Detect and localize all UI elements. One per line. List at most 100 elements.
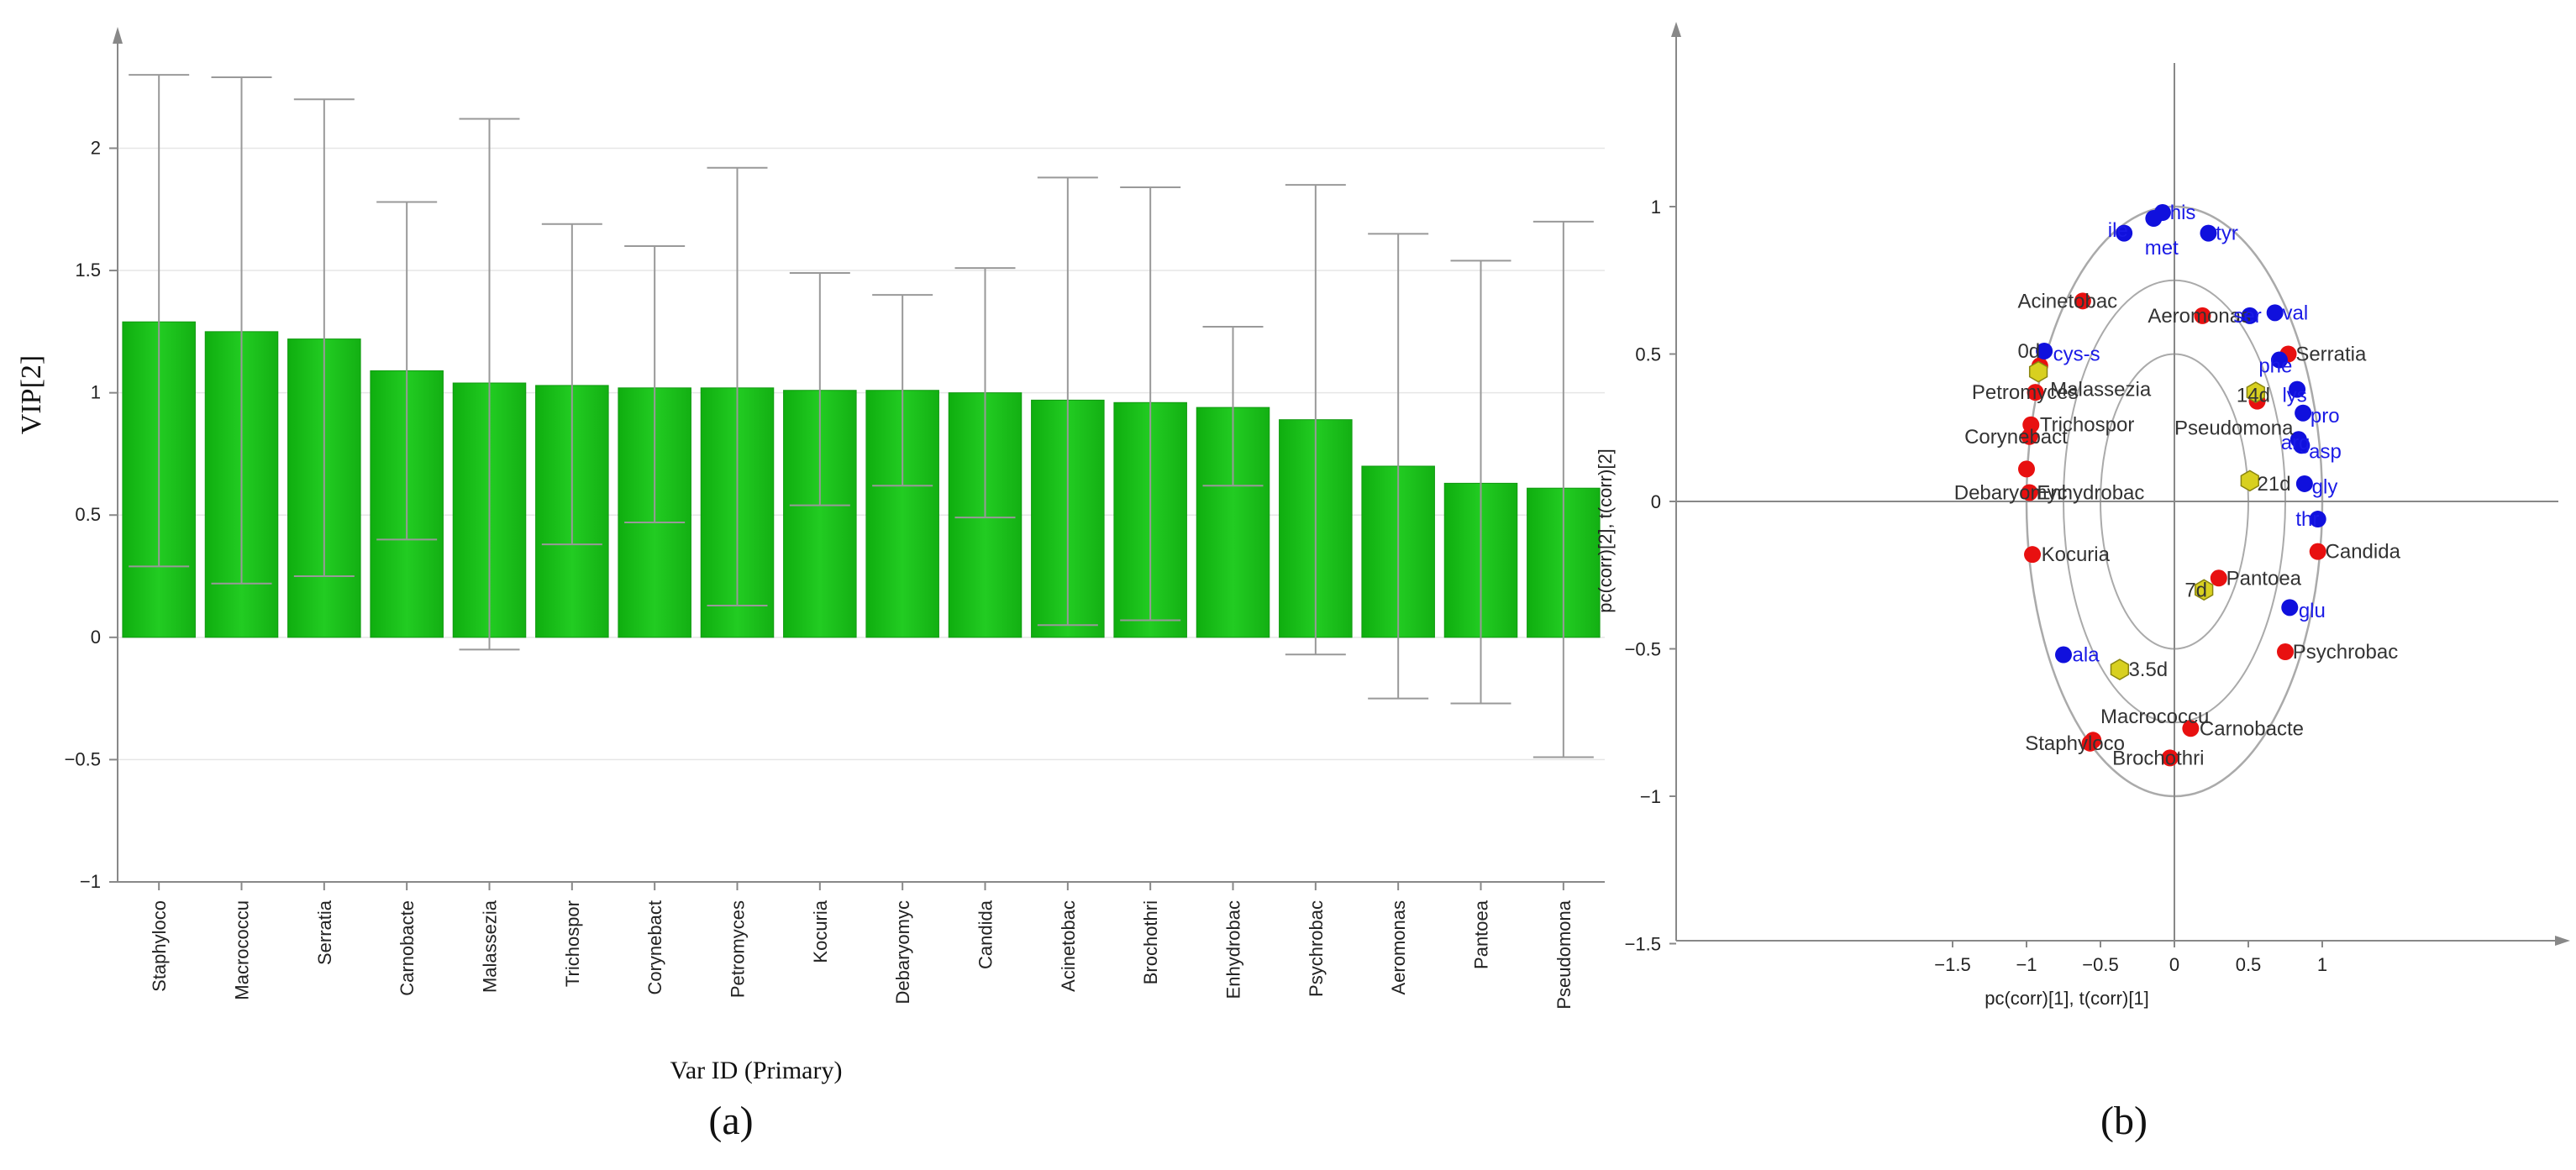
species-label-petromyces: Petromyces (1972, 381, 2079, 404)
vip-y-axis-arrow (113, 27, 123, 44)
score-plot-y-tick-label: −1 (1640, 786, 1661, 807)
amino-label-asp: asp (2309, 440, 2342, 463)
score-plot-x-axis-arrow (2555, 936, 2570, 946)
species-label-staphyloco: Staphyloco (2025, 732, 2125, 755)
species-label-aeromonas: Aeromonas (2148, 305, 2251, 328)
vip-x-tick-label: Candida (975, 900, 996, 969)
vip-y-axis-label: VIP[2] (16, 355, 47, 434)
species-label-carnobacte: Carnobacte (2200, 717, 2304, 740)
amino-acid-point-val (2266, 304, 2284, 322)
time-label-21d: 21d (2258, 473, 2291, 496)
species-label-acinetobac: Acinetobac (2017, 290, 2117, 312)
time-point-21d (2240, 470, 2259, 492)
vip-y-tick-label: −1 (80, 871, 101, 892)
amino-acid-point-ile (2116, 224, 2133, 242)
time-label-7d: 7d (2184, 579, 2207, 601)
amino-acid-point-ala (2055, 646, 2072, 664)
amino-label-val: val (2282, 302, 2308, 324)
vip-x-tick-label: Malassezia (480, 900, 501, 993)
amino-label-met: met (2145, 237, 2179, 260)
species-point-petromyces (2027, 384, 2044, 401)
vip-error-bars (129, 74, 1594, 758)
score-plot-y-tick-label: −0.5 (1625, 639, 1661, 660)
score-plot-y-tick-label: 1 (1651, 197, 1661, 218)
amino-acid-point-lys (2289, 380, 2306, 398)
vip-x-tick-label: Serratia (314, 900, 335, 965)
vip-x-tick-labels: Staphyloco Macrococcu Serratia Carnobacte Ma… (149, 882, 1575, 1010)
amino-label-ala: ala (2073, 644, 2100, 667)
score-plot-x-tick-label: 1 (2317, 954, 2327, 975)
species-label-pantoea: Pantoea (2226, 567, 2302, 590)
score-plot-x-tick-labels: −1.5 −1 −0.5 0 0.5 1 (1934, 941, 2327, 975)
amino-acid-point-ser (2241, 307, 2258, 324)
score-plot-x-tick-label: −1 (2016, 954, 2037, 975)
amino-label-tyr: tyr (2216, 223, 2238, 245)
vip-bars (122, 321, 1601, 638)
species-point-psychrobac (2277, 643, 2294, 661)
species-point-staphyloco (2081, 734, 2099, 752)
time-label-14d: 14d (2237, 385, 2270, 407)
species-label-kocuria: Kocuria (2042, 543, 2111, 566)
species-point-corynebact (2021, 428, 2038, 445)
species-point-candida (2309, 543, 2326, 560)
score-plot-x-axis-label: pc(corr)[1], t(corr)[1] (1985, 988, 2149, 1009)
amino-acid-point-glu (2281, 599, 2299, 616)
vip-x-tick-label: Debaryomyc (892, 900, 913, 1004)
species-label-macrococcu: Macrococcu (2100, 706, 2209, 728)
vip-y-tick-label: 1.5 (75, 260, 101, 281)
amino-acid-point-thr (2309, 511, 2326, 528)
score-plot-point-labels: Acinetobac Aeromonas Serratia MalasseziaPet… (1954, 202, 2401, 769)
vip-y-tick-labels: −1 −0.5 0 0.5 1 1.5 2 (65, 137, 101, 892)
amino-label-thr: thr (2295, 508, 2319, 531)
amino-label-ser: ser (2233, 305, 2261, 328)
vip-x-tick-label: Staphyloco (149, 900, 170, 992)
amino-label-his: his (2170, 202, 2196, 224)
score-plot-y-tick-label: 0.5 (1635, 344, 1661, 365)
species-label-debaryomyc: Debaryomyc (1954, 481, 2068, 504)
vip-x-tick-label: Carnobacte (397, 900, 418, 996)
time-label-0d: 0d (2017, 340, 2040, 363)
vip-x-tick-label: Kocuria (810, 900, 831, 963)
amino-label-lys: lys (2282, 385, 2306, 407)
amino-acid-point-pro (2295, 404, 2312, 422)
time-point-14d (2246, 381, 2265, 403)
vip-y-tick-label: 0.5 (75, 504, 101, 525)
vip-x-tick-label: Trichospor (562, 900, 583, 987)
species-label-trichospor: Trichospor (2040, 414, 2134, 437)
species-point-debaryomyc (2021, 484, 2038, 501)
vip-x-tick-label: Acinetobac (1058, 900, 1079, 992)
amino-acid-point-met (2145, 210, 2163, 228)
vip-x-tick-label: Macrococcu (232, 900, 253, 1000)
amino-acid-point-phe (2270, 351, 2288, 369)
species-label-candida: Candida (2326, 541, 2401, 564)
species-point-kocuria (2024, 546, 2042, 564)
vip-x-tick-label: Aeromonas (1388, 900, 1409, 995)
time-point-3-5d (2110, 658, 2130, 680)
vip-gridlines (118, 147, 1605, 883)
species-label-malassezia: Malassezia (2050, 379, 2152, 401)
score-plot-x-tick-label: −0.5 (2082, 954, 2118, 975)
score-plot-y-axis-label: pc(corr)[2], t(corr)[2] (1595, 449, 1616, 613)
panel-b-label: (b) (2100, 1099, 2148, 1143)
species-point-carnobacte (2182, 720, 2200, 737)
amino-label-gly: gly (2312, 475, 2338, 498)
score-plot-y-tick-labels: −1.5 −1 −0.5 0 0.5 1 (1625, 197, 1676, 955)
time-point-7d (2195, 579, 2214, 601)
vip-y-tick-label: 1 (91, 382, 101, 403)
loading-score-plot: −1.5 −1 −0.5 0 0.5 1 −1.5 −1 −0.5 0 0.5 1 Acinetob… (1595, 22, 2570, 1143)
vip-x-tick-label: Brochothri (1140, 900, 1161, 984)
vip-y-tick-label: 2 (91, 137, 101, 158)
amino-label-pro: pro (2311, 405, 2340, 428)
amino-acid-point-tyr (2200, 224, 2217, 242)
amino-acid-point-gly (2295, 475, 2313, 492)
score-plot-y-tick-label: −1.5 (1625, 934, 1661, 955)
vip-x-axis-label: Var ID (Primary) (670, 1057, 843, 1084)
species-point-brochothri (2161, 749, 2179, 767)
score-plot-y-axis-arrow (1671, 22, 1681, 37)
species-label-serratia: Serratia (2295, 344, 2367, 366)
score-plot-x-tick-label: 0 (2169, 954, 2179, 975)
vip-x-tick-label: Enhydrobac (1223, 900, 1244, 999)
amino-acid-point-cys-s (2036, 342, 2053, 359)
score-plot-x-tick-label: −1.5 (1934, 954, 1970, 975)
